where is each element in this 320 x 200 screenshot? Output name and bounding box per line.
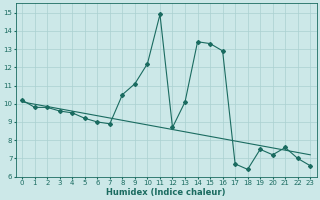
X-axis label: Humidex (Indice chaleur): Humidex (Indice chaleur) (107, 188, 226, 197)
